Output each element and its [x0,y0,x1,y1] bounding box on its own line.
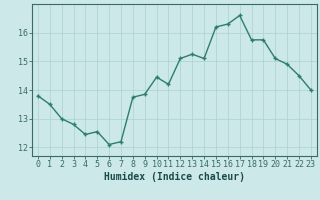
X-axis label: Humidex (Indice chaleur): Humidex (Indice chaleur) [104,172,245,182]
